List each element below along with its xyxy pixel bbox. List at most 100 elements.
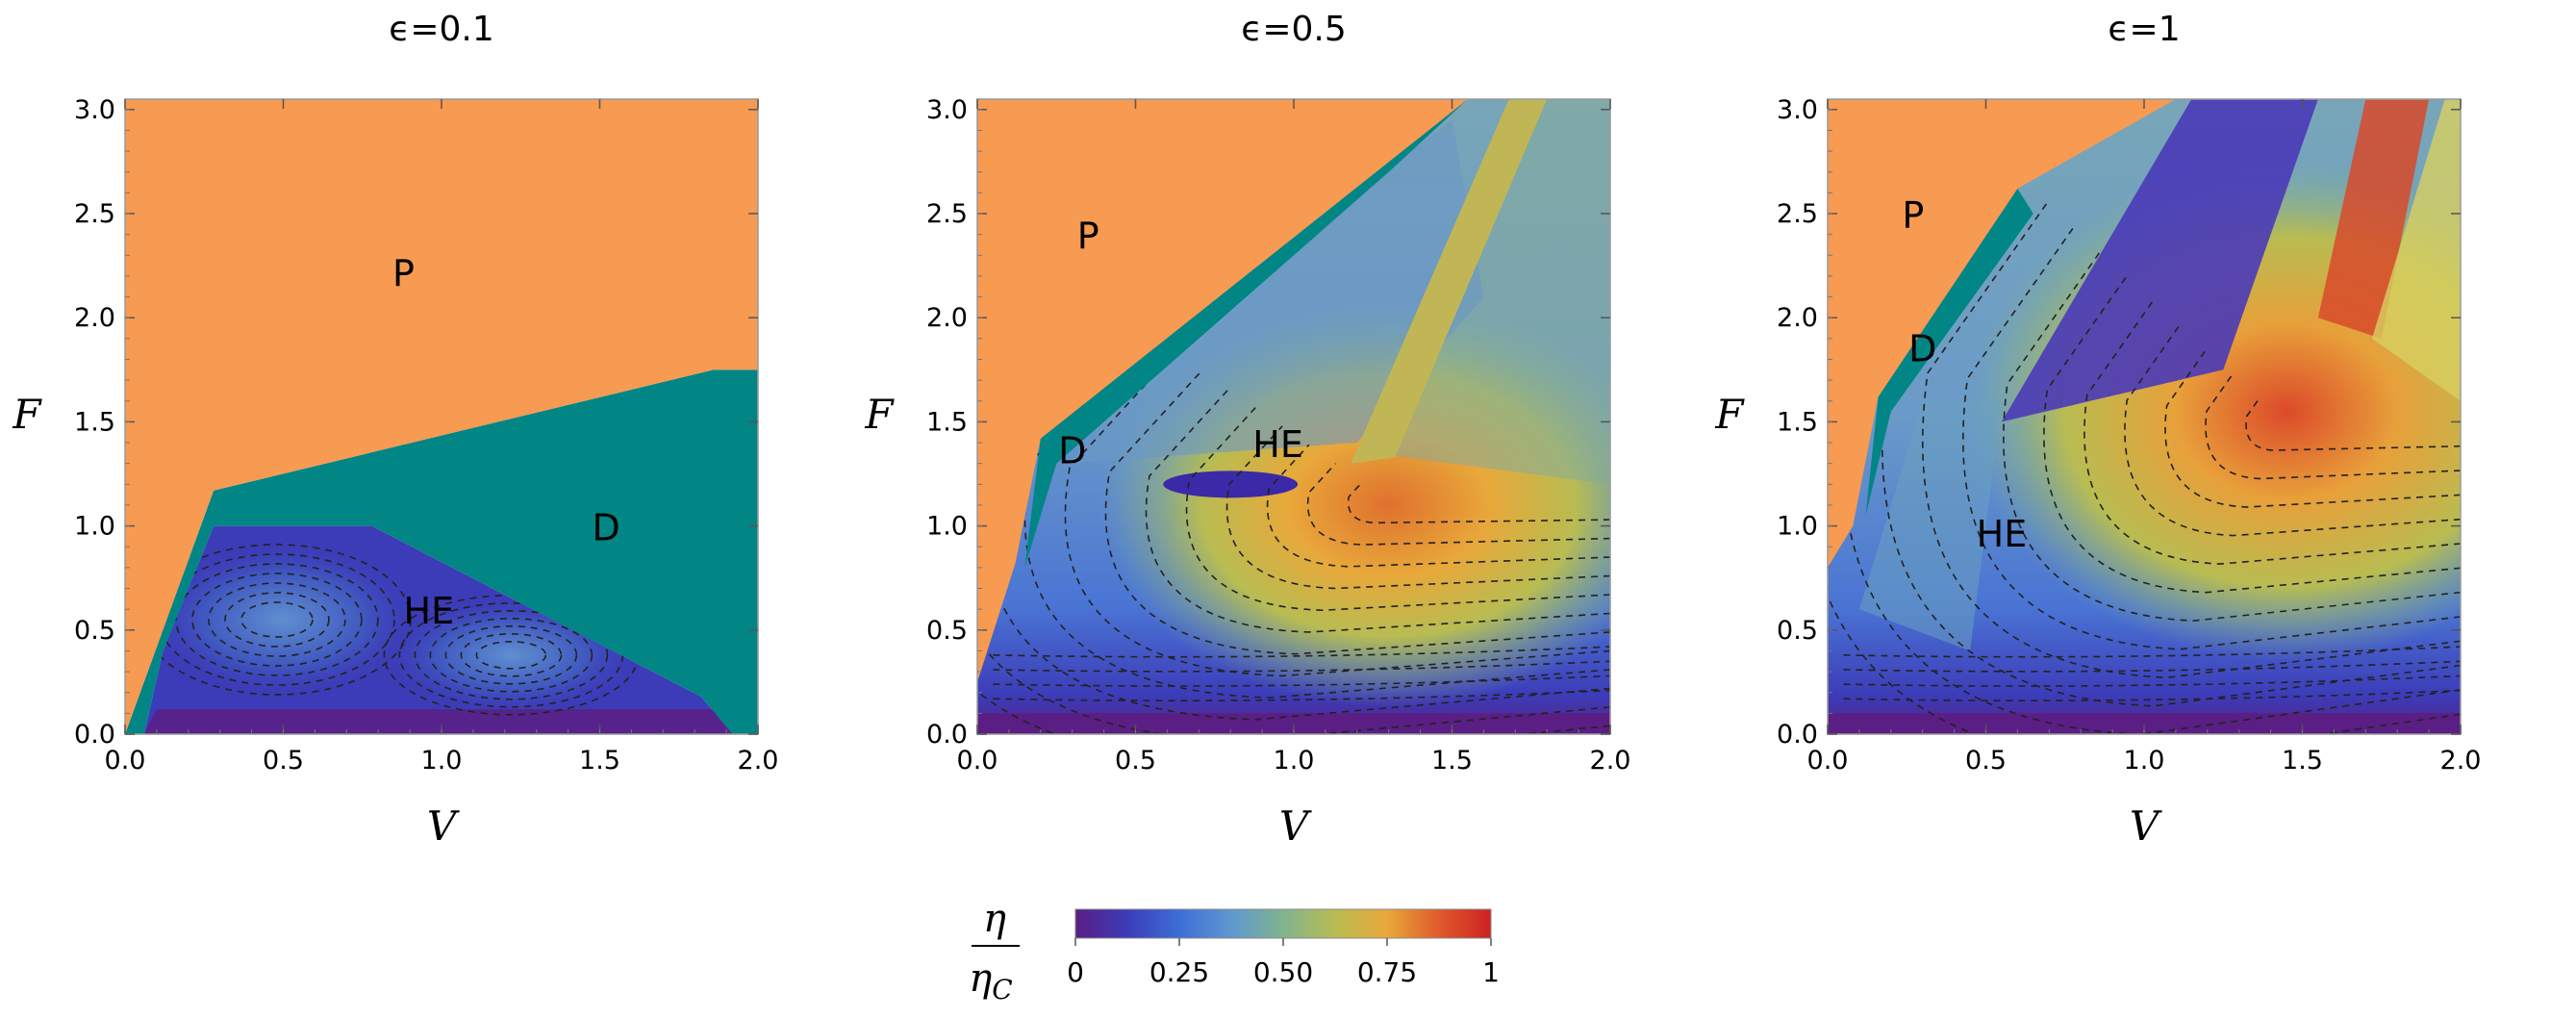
contour-line	[444, 624, 578, 685]
y-tick-label: 1.0	[926, 512, 968, 542]
panel-3: ϵ=1 P D HE 0.0 0.5 1.0 1.5 2.0 0.0 0.5 1.0 1.5 2.0 2.5…	[1714, 10, 2481, 850]
contour-line	[993, 689, 1610, 701]
x-axis-label: V	[2130, 802, 2162, 850]
contour-line	[208, 582, 346, 657]
contour-line	[1104, 369, 1610, 655]
x-tick-label: 0.0	[957, 746, 998, 776]
region-d-fill	[1865, 189, 2033, 516]
contour-line	[1843, 674, 2461, 687]
contour-line	[983, 313, 1610, 721]
x-axis-label: V	[427, 802, 460, 850]
contour-line	[191, 573, 363, 667]
panel-title: ϵ=0.5	[1241, 10, 1347, 49]
y-axis-label: F	[1714, 391, 1745, 438]
y-tick-label: 1.5	[74, 407, 115, 437]
y-tick-label: 0.5	[74, 616, 115, 646]
region-label-he: HE	[1977, 513, 2028, 555]
contour-line	[2124, 323, 2461, 537]
region-p-fill	[1828, 99, 2176, 568]
y-tick-label: 2.0	[926, 303, 968, 333]
y-axis-label: F	[864, 391, 895, 438]
contour-line	[1185, 406, 1610, 612]
x-tick-label: 0.5	[1965, 746, 2007, 776]
x-tick-label: 2.0	[738, 746, 779, 776]
he-dip	[1163, 471, 1299, 498]
y-tick-label: 2.5	[74, 199, 115, 229]
panel-1: ϵ=0.1 P D HE 0.0 0.5 1.0 1.5 2.0 0.0 0.5 1.0 1.5 2.0 2…	[12, 10, 778, 850]
colorbar-tick-label: 0.50	[1253, 956, 1313, 988]
x-tick-label: 0.5	[1115, 746, 1156, 776]
contour-line	[1962, 226, 2461, 650]
contour-line	[977, 293, 1610, 734]
contour-line	[1843, 646, 2461, 658]
y-tick-label: 1.5	[1777, 407, 1818, 437]
contour-lines	[1828, 129, 2461, 734]
colorbar-label-denominator: ηC	[969, 956, 1012, 1005]
y-tick-label: 0.0	[74, 720, 115, 750]
contour-line	[1843, 660, 2461, 673]
colorbar-tick-label: 0.75	[1357, 956, 1417, 988]
panel-title: ϵ=1	[2108, 10, 2180, 49]
region-label-he: HE	[1252, 423, 1303, 466]
contour-line	[2245, 396, 2461, 451]
y-axis-label: F	[12, 391, 42, 438]
y-tick-label: 1.0	[74, 512, 115, 542]
he-ridge	[1351, 99, 1548, 464]
contour-line	[993, 660, 1610, 673]
he-left-band	[1858, 400, 2002, 651]
y-tick-label: 1.5	[926, 407, 968, 437]
contour-line	[2205, 372, 2461, 480]
colorbar-label-numerator: η	[983, 897, 1006, 941]
x-tick-label: 1.5	[2282, 746, 2323, 776]
he-ridge	[2317, 99, 2430, 339]
y-tick-label: 3.0	[74, 95, 115, 125]
contour-line	[2043, 275, 2461, 594]
he-upper-band	[1066, 119, 1484, 464]
axis-ticks: 0.0 0.5 1.0 1.5 2.0 0.0 0.5 1.0 1.5 2.0 2.5 3.0	[74, 95, 778, 776]
region-label-he: HE	[404, 590, 455, 632]
contour-line	[993, 674, 1610, 687]
contour-line	[460, 632, 563, 677]
x-tick-label: 1.0	[2124, 746, 2165, 776]
contour-line	[2003, 250, 2461, 622]
y-tick-label: 0.0	[1777, 720, 1818, 750]
plot-area	[1828, 99, 2461, 734]
contour-line	[224, 592, 330, 648]
region-p-fill	[977, 99, 1468, 682]
x-tick-label: 0.0	[105, 746, 146, 776]
x-tick-label: 2.0	[2440, 746, 2482, 776]
contour-line	[2164, 347, 2461, 508]
x-tick-label: 1.0	[1274, 746, 1315, 776]
region-label-p: P	[1077, 215, 1099, 257]
he-edge-band	[2371, 99, 2461, 401]
y-tick-label: 2.0	[74, 303, 115, 333]
y-tick-label: 2.5	[926, 199, 968, 229]
contour-line	[1347, 481, 1610, 524]
y-tick-label: 1.0	[1777, 512, 1818, 542]
colorbar-tick-label: 1	[1482, 956, 1500, 988]
y-tick-label: 0.5	[926, 616, 968, 646]
contour-line	[1225, 425, 1610, 590]
contour-line	[475, 640, 547, 670]
x-tick-label: 0.5	[263, 746, 304, 776]
colorbar-gradient	[1074, 908, 1492, 939]
region-p-fill	[125, 99, 758, 734]
he-low-band	[143, 709, 733, 734]
he-upper-band	[1373, 99, 1610, 485]
contour-line	[429, 617, 593, 693]
contour-line	[1843, 689, 2461, 701]
y-tick-label: 2.5	[1777, 199, 1818, 229]
colorbar: 0 0.25 0.50 0.75 1 η ηC	[969, 897, 1500, 1005]
region-label-d: D	[1908, 327, 1936, 369]
region-label-p: P	[392, 252, 415, 294]
contour-line	[414, 609, 609, 700]
contour-line	[175, 563, 379, 676]
y-tick-label: 2.0	[1777, 303, 1818, 333]
region-d-fill	[125, 369, 758, 734]
axis-ticks: 0.0 0.5 1.0 1.5 2.0 0.0 0.5 1.0 1.5 2.0 2.5 3.0	[1777, 95, 2481, 776]
contour-line	[240, 601, 314, 638]
x-tick-label: 1.0	[421, 746, 463, 776]
panels: ϵ=0.1 P D HE 0.0 0.5 1.0 1.5 2.0 0.0 0.5 1.0 1.5 2.0 2…	[12, 10, 2481, 850]
contour-line	[2084, 299, 2461, 565]
